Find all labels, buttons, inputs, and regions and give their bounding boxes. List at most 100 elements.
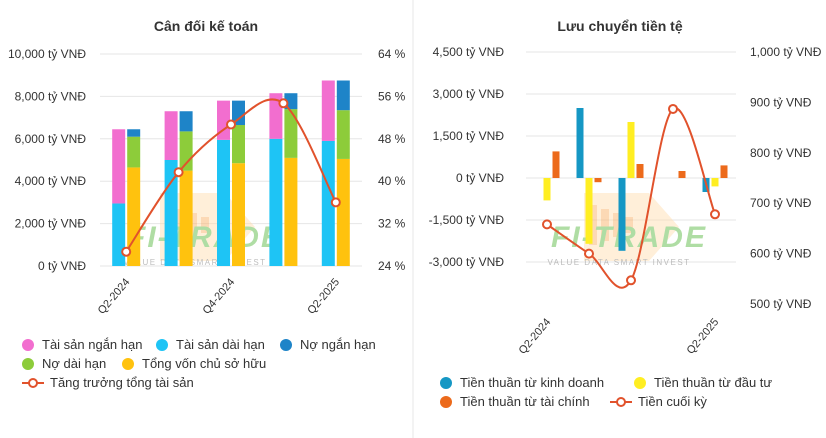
legend-item[interactable]: Tiền thuần từ tài chính	[440, 394, 590, 409]
legend-item[interactable]: Nợ ngắn hạn	[280, 337, 376, 352]
y-tick-label-right: 500 tỷ VNĐ	[750, 297, 812, 311]
watermark-bar	[189, 213, 197, 237]
bar-segment	[336, 110, 350, 159]
legend-item[interactable]: Nợ dài hạn	[22, 356, 106, 371]
watermark-bar	[601, 209, 609, 241]
legend-label: Tăng trưởng tổng tài sản	[50, 375, 194, 390]
watermark-bar	[613, 213, 621, 237]
legend-dot-icon	[634, 376, 646, 389]
watermark-tagline: VALUE DATA SMART INVEST	[123, 258, 266, 267]
chart-title: Lưu chuyển tiền tệ	[557, 18, 683, 34]
y-tick-label-left: 1,500 tỷ VNĐ	[433, 129, 505, 143]
bar-segment	[112, 129, 126, 204]
y-tick-label-right: 600 tỷ VNĐ	[750, 247, 812, 261]
y-tick-label-right: 48 %	[378, 132, 406, 146]
growth-point	[121, 246, 132, 257]
x-tick-label: Q2-2024	[96, 276, 133, 317]
bar-segment	[321, 80, 335, 141]
bar	[711, 178, 719, 187]
legend-item[interactable]: Tài sản ngắn hạn	[22, 337, 142, 352]
legend-dot-icon	[122, 357, 134, 370]
y-tick-label-right: 24 %	[378, 259, 406, 273]
y-tick-label-left: 6,000 tỷ VNĐ	[15, 132, 87, 146]
legend-label: Tài sản ngắn hạn	[42, 337, 143, 352]
bar-segment	[284, 157, 298, 266]
y-tick-label-left: 4,500 tỷ VNĐ	[433, 45, 505, 59]
bar-segment	[232, 125, 245, 164]
bar	[720, 165, 728, 178]
watermark-brand: FI-TRADE	[127, 221, 283, 254]
legend-dot-icon	[156, 338, 168, 351]
bar-segment	[232, 163, 245, 266]
bar-segment	[127, 136, 141, 168]
y-tick-label-left: 4,000 tỷ VNĐ	[15, 174, 87, 188]
legend-dot-icon	[22, 357, 34, 370]
legend-item[interactable]: Tiền thuần từ đầu tư	[634, 375, 772, 390]
ending-cash-point	[668, 103, 678, 114]
y-tick-label-right: 900 tỷ VNĐ	[750, 95, 812, 109]
legend-item[interactable]: Tiền cuối kỳ	[610, 394, 707, 409]
legend-label: Tiền thuần từ đầu tư	[654, 375, 773, 390]
y-tick-label-right: 56 %	[378, 89, 406, 103]
watermark-bar	[625, 217, 633, 233]
legend-line-icon	[610, 396, 632, 408]
x-tick-label: Q2-2025	[305, 276, 342, 317]
bar-segment	[321, 140, 335, 266]
y-tick-label-left: 3,000 tỷ VNĐ	[433, 87, 505, 101]
y-tick-label-left: 0 tỷ VNĐ	[456, 171, 504, 185]
cash-flow-panel: Lưu chuyển tiền tệ -3,000 tỷ VNĐ -1,500 t…	[414, 0, 826, 438]
growth-point	[173, 167, 184, 178]
y-tick-label-right: 1,000 tỷ VNĐ	[750, 45, 822, 59]
legend-item[interactable]: Tăng trưởng tổng tài sản	[22, 375, 194, 390]
y-tick-label-left: 8,000 tỷ VNĐ	[15, 89, 87, 103]
legend-item[interactable]: Tài sản dài hạn	[156, 337, 265, 352]
ending-cash-point	[710, 209, 720, 220]
balance-sheet-panel: Cân đối kế toán 0 tỷ VNĐ 2,000 tỷ VNĐ 4,00…	[0, 0, 412, 438]
balance-sheet-chart: 0 tỷ VNĐ 2,000 tỷ VNĐ 4,000 tỷ VNĐ 6,000 tỷ…	[8, 47, 406, 317]
y-tick-label-left: -1,500 tỷ VNĐ	[429, 213, 505, 227]
growth-point	[278, 98, 289, 109]
legend-item[interactable]: Tiền thuần từ kinh doanh	[440, 375, 604, 390]
bar	[618, 178, 626, 251]
bar-segment	[179, 170, 193, 266]
bar	[678, 171, 686, 178]
watermark-tagline: VALUE DATA SMART INVEST	[547, 258, 690, 267]
legend-dot-icon	[22, 338, 34, 351]
legend-item[interactable]: Tổng vốn chủ sở hữu	[122, 356, 266, 371]
legend-dot-icon	[440, 395, 452, 408]
bar-segment	[336, 158, 350, 266]
bar	[543, 178, 551, 201]
legend-label: Tiền thuần từ kinh doanh	[460, 375, 605, 390]
bar	[585, 178, 593, 244]
bar-segment	[232, 100, 245, 126]
y-tick-label-right: 40 %	[378, 174, 406, 188]
growth-point	[226, 119, 236, 130]
legend-label: Tài sản dài hạn	[176, 337, 265, 352]
bar	[576, 108, 584, 178]
watermark-logo: FI-TRADE VALUE DATA SMART INVEST	[547, 193, 707, 267]
ending-cash-point	[626, 275, 636, 286]
bar-segment	[127, 129, 141, 137]
bar-segment	[164, 111, 178, 160]
y-tick-label-right: 64 %	[378, 47, 406, 61]
legend-label: Tiền cuối kỳ	[638, 394, 707, 409]
bar-segment	[179, 111, 193, 132]
legend-label: Nợ dài hạn	[42, 356, 107, 371]
y-tick-label-left: 2,000 tỷ VNĐ	[15, 217, 87, 231]
ending-cash-point	[584, 248, 594, 259]
panel-divider	[410, 0, 414, 438]
bar	[636, 164, 644, 178]
watermark-brand: FI-TRADE	[551, 221, 707, 254]
legend-label: Nợ ngắn hạn	[300, 337, 376, 352]
legend-label: Tổng vốn chủ sở hữu	[142, 356, 267, 371]
bar	[594, 178, 602, 183]
bar	[627, 122, 635, 178]
bar-segment	[269, 138, 283, 266]
bar-segment	[127, 167, 141, 266]
watermark-bar	[201, 217, 209, 233]
x-tick-label: Q4-2024	[201, 276, 238, 317]
legend-line-icon	[22, 377, 44, 389]
ending-cash-point	[542, 219, 552, 230]
chart-title: Cân đối kế toán	[153, 18, 259, 34]
bar-segment	[336, 80, 350, 111]
